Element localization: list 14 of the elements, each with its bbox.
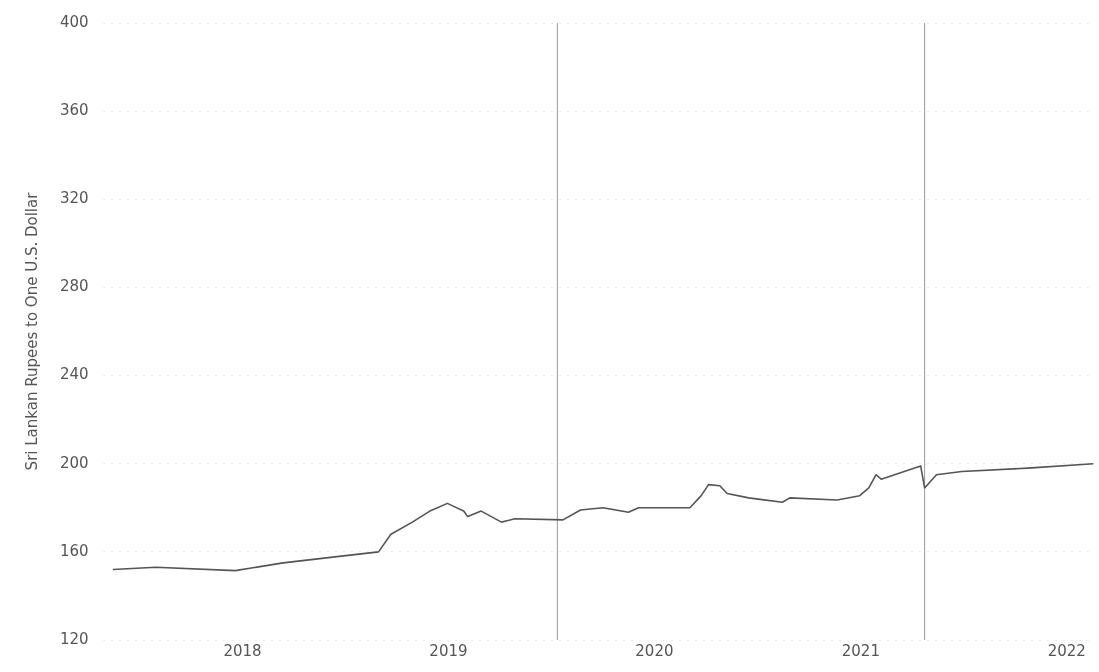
y-tick-label: 360 <box>59 101 89 120</box>
y-axis-title: Sri Lankan Rupees to One U.S. Dollar <box>22 191 41 471</box>
y-tick-label: 240 <box>59 365 89 384</box>
y-tick-label: 120 <box>59 629 89 648</box>
x-tick-label: 2019 <box>429 641 468 660</box>
x-tick-label: 2018 <box>223 641 262 660</box>
y-tick-label: 200 <box>59 453 89 472</box>
y-tick-label: 280 <box>59 277 89 296</box>
y-tick-label: 400 <box>59 12 89 31</box>
y-tick-label: 160 <box>59 541 89 560</box>
x-tick-label: 2020 <box>635 641 674 660</box>
x-tick-label: 2021 <box>841 641 880 660</box>
y-tick-label: 320 <box>59 189 89 208</box>
x-tick-label: 2022 <box>1047 641 1086 660</box>
